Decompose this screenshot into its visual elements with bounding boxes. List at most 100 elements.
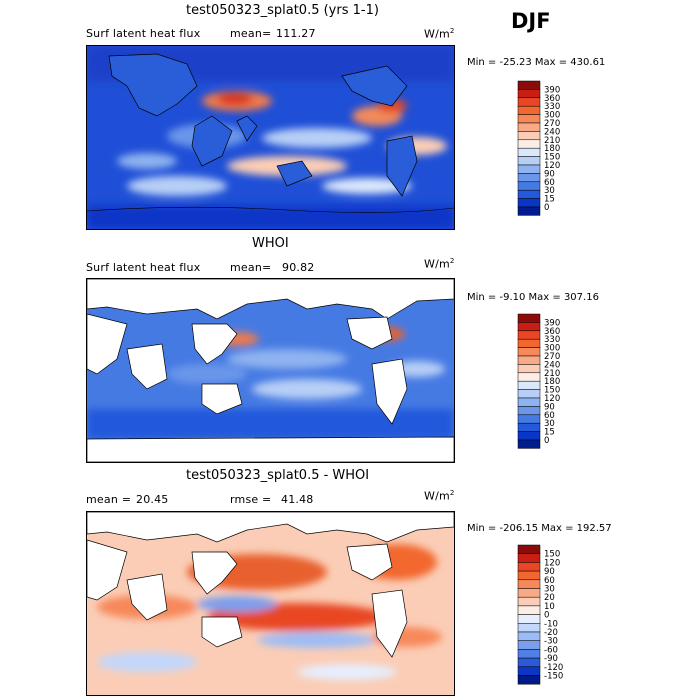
colorbar-tick-label: 180	[544, 377, 560, 387]
panel1-variable-label: Surf latent heat flux	[86, 27, 201, 40]
colorbar-swatch	[517, 89, 541, 99]
colorbar-swatch	[517, 122, 541, 132]
colorbar-swatch	[517, 570, 541, 581]
colorbar-tick-label: 330	[544, 102, 560, 112]
colorbar-swatch	[517, 330, 541, 340]
season-label: DJF	[511, 9, 551, 33]
panel1-title: test050323_splat0.5 (yrs 1-1)	[186, 3, 379, 18]
colorbar-tick-label: 30	[544, 585, 555, 595]
colorbar-tick-label: 360	[544, 327, 560, 337]
colorbar-swatch	[517, 614, 541, 624]
colorbar-swatch	[517, 640, 541, 650]
colorbar-swatch	[517, 198, 541, 208]
colorbar-tick-label: 210	[544, 369, 560, 379]
colorbar-swatch	[517, 431, 541, 441]
colorbar-tick-label: -20	[544, 628, 558, 638]
colorbar-swatch	[517, 114, 541, 124]
colorbar-swatch	[517, 439, 541, 449]
panel1-map	[86, 45, 455, 230]
colorbar-swatch	[517, 596, 541, 607]
panel2-map	[86, 278, 455, 463]
panel1-mean-value: 111.27	[276, 27, 316, 40]
colorbar-swatch	[517, 173, 541, 183]
panel2-minmax: Min = -9.10 Max = 307.16	[467, 292, 599, 303]
colorbar-tick-label: 390	[544, 318, 560, 328]
colorbar-swatch	[517, 649, 541, 659]
colorbar-tick-label: 240	[544, 360, 560, 370]
panel2-field	[87, 279, 454, 462]
panel1-units: W/m2	[424, 27, 455, 41]
colorbar-swatch	[517, 544, 541, 554]
colorbar-tick-label: 90	[544, 402, 555, 412]
colorbar-swatch	[517, 623, 541, 633]
colorbar-swatch	[517, 414, 541, 424]
panel3-mean-label: mean =	[86, 493, 132, 506]
colorbar-tick-label: 300	[544, 111, 560, 121]
colorbar-swatch	[517, 313, 541, 323]
panel3-rmse-value: 41.48	[281, 493, 314, 506]
panel3-minmax: Min = -206.15 Max = 192.57	[467, 523, 612, 534]
colorbar-swatch	[517, 397, 541, 407]
panel2-mean-value: 90.82	[282, 261, 315, 274]
panel2-mean-label: mean=	[230, 261, 272, 274]
colorbar-tick-label: 90	[544, 567, 555, 577]
colorbar-swatch	[517, 97, 541, 107]
colorbar-swatch	[517, 139, 541, 149]
colorbar-swatch	[517, 131, 541, 141]
panel2-units: W/m2	[424, 257, 455, 271]
colorbar-swatch	[517, 666, 541, 676]
colorbar-swatch	[517, 322, 541, 332]
colorbar-tick-label: 120	[544, 558, 560, 568]
colorbar-swatch	[517, 422, 541, 432]
panel3-units: W/m2	[424, 489, 455, 503]
colorbar-swatch	[517, 631, 541, 641]
panel2-variable-label: Surf latent heat flux	[86, 261, 201, 274]
colorbar-tick-label: -60	[544, 645, 558, 655]
colorbar-tick-label: 150	[544, 386, 560, 396]
panel3-map	[86, 511, 455, 696]
colorbar-tick-label: 15	[544, 195, 555, 205]
colorbar-tick-label: 180	[544, 144, 560, 154]
colorbar-tick-label: 330	[544, 335, 560, 345]
colorbar-swatch	[517, 579, 541, 589]
colorbar-tick-label: 390	[544, 85, 560, 95]
colorbar-swatch	[517, 189, 541, 199]
colorbar-tick-label: -30	[544, 637, 558, 647]
colorbar-tick-label: -150	[544, 672, 563, 682]
colorbar-swatch	[517, 338, 541, 348]
colorbar-swatch	[517, 355, 541, 365]
colorbar-tick-label: 150	[544, 153, 560, 163]
colorbar-swatch	[517, 406, 541, 416]
colorbar-tick-label: 120	[544, 394, 560, 404]
colorbar-tick-label: 0	[544, 203, 549, 213]
panel3-rmse-label: rmse =	[230, 493, 272, 506]
colorbar-swatch	[517, 80, 541, 90]
colorbar-tick-label: 0	[544, 436, 549, 446]
panel3-title: test050323_splat0.5 - WHOI	[186, 468, 370, 483]
colorbar-tick-label: 60	[544, 411, 555, 421]
colorbar-tick-label: 210	[544, 136, 560, 146]
colorbar-swatch	[517, 562, 541, 572]
colorbar-tick-label: 360	[544, 94, 560, 104]
panel1-field	[87, 46, 454, 229]
colorbar-swatch	[517, 657, 541, 668]
colorbar-tick-label: 0	[544, 611, 549, 621]
colorbar-tick-label: 30	[544, 186, 555, 196]
colorbar-tick-label: 120	[544, 161, 560, 171]
panel2-title: WHOI	[252, 236, 289, 251]
panel3-mean-value: 20.45	[136, 493, 169, 506]
colorbar-swatch	[517, 206, 541, 216]
colorbar-swatch	[517, 164, 541, 174]
colorbar-tick-label: 10	[544, 602, 555, 612]
colorbar-swatch	[517, 156, 541, 166]
colorbar-tick-label: 60	[544, 178, 555, 188]
panel1-mean-label: mean=	[230, 27, 272, 40]
colorbar-swatch	[517, 105, 541, 115]
colorbar-tick-label: 240	[544, 127, 560, 137]
colorbar-tick-label: 60	[544, 576, 555, 586]
colorbar-swatch	[517, 605, 541, 615]
colorbar-tick-label: 300	[544, 344, 560, 354]
colorbar-tick-label: -10	[544, 619, 558, 629]
colorbar-tick-label: -90	[544, 654, 558, 664]
